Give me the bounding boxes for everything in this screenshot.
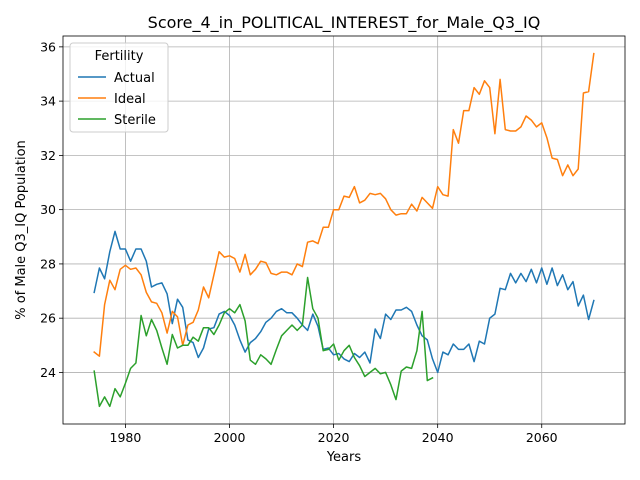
y-axis-label: % of Male Q3_IQ Population: [14, 140, 29, 320]
y-tick-label: 24: [40, 365, 56, 380]
x-tick-label: 2020: [318, 430, 350, 445]
x-axis-label: Years: [326, 450, 362, 465]
chart-title: Score_4_in_POLITICAL_INTEREST_for_Male_Q…: [148, 13, 541, 33]
x-axis: 1980 2000 2020 2040 2060: [110, 424, 558, 445]
series-line-actual: [93, 230, 595, 374]
x-tick-label: 1980: [110, 430, 142, 445]
legend-label-actual: Actual: [114, 71, 155, 86]
legend-label-ideal: Ideal: [114, 92, 146, 107]
x-tick-label: 2060: [526, 430, 558, 445]
grid: [63, 36, 625, 424]
legend-title: Fertility: [95, 49, 144, 64]
series-line-sterile: [93, 276, 434, 408]
y-tick-label: 28: [40, 256, 56, 271]
x-tick-label: 2000: [214, 430, 246, 445]
y-axis: 24 26 28 30 32 34 36: [40, 39, 63, 380]
legend: Fertility Actual Ideal Sterile: [69, 42, 169, 133]
y-tick-label: 26: [40, 311, 56, 326]
y-tick-label: 36: [40, 39, 56, 54]
y-tick-label: 32: [40, 148, 56, 163]
series-layer: [93, 52, 595, 408]
y-tick-label: 34: [40, 94, 56, 109]
series-line-ideal: [93, 52, 595, 357]
x-tick-label: 2040: [422, 430, 454, 445]
plot-frame: [62, 35, 626, 425]
legend-label-sterile: Sterile: [114, 113, 156, 128]
legend-box: [69, 42, 169, 133]
y-tick-label: 30: [40, 202, 56, 217]
